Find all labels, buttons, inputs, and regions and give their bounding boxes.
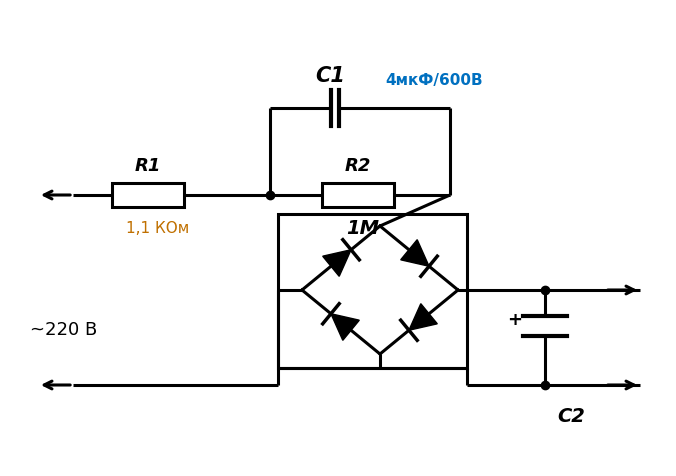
Text: R2: R2 [345, 157, 371, 175]
Text: 4мкФ/600В: 4мкФ/600В [385, 73, 483, 88]
Text: ~220 В: ~220 В [30, 321, 97, 339]
Polygon shape [409, 304, 437, 330]
Polygon shape [331, 314, 360, 340]
Bar [322, 183, 394, 207]
Bar [278, 214, 467, 368]
Text: 1М: 1М [347, 219, 379, 238]
Text: +: + [508, 311, 523, 329]
Bar [112, 183, 184, 207]
Text: 1,1 КОм: 1,1 КОм [126, 221, 190, 236]
Text: C1: C1 [315, 66, 345, 86]
Text: C2: C2 [557, 407, 585, 426]
Polygon shape [322, 250, 351, 276]
Text: R1: R1 [135, 157, 161, 175]
Polygon shape [401, 240, 429, 266]
